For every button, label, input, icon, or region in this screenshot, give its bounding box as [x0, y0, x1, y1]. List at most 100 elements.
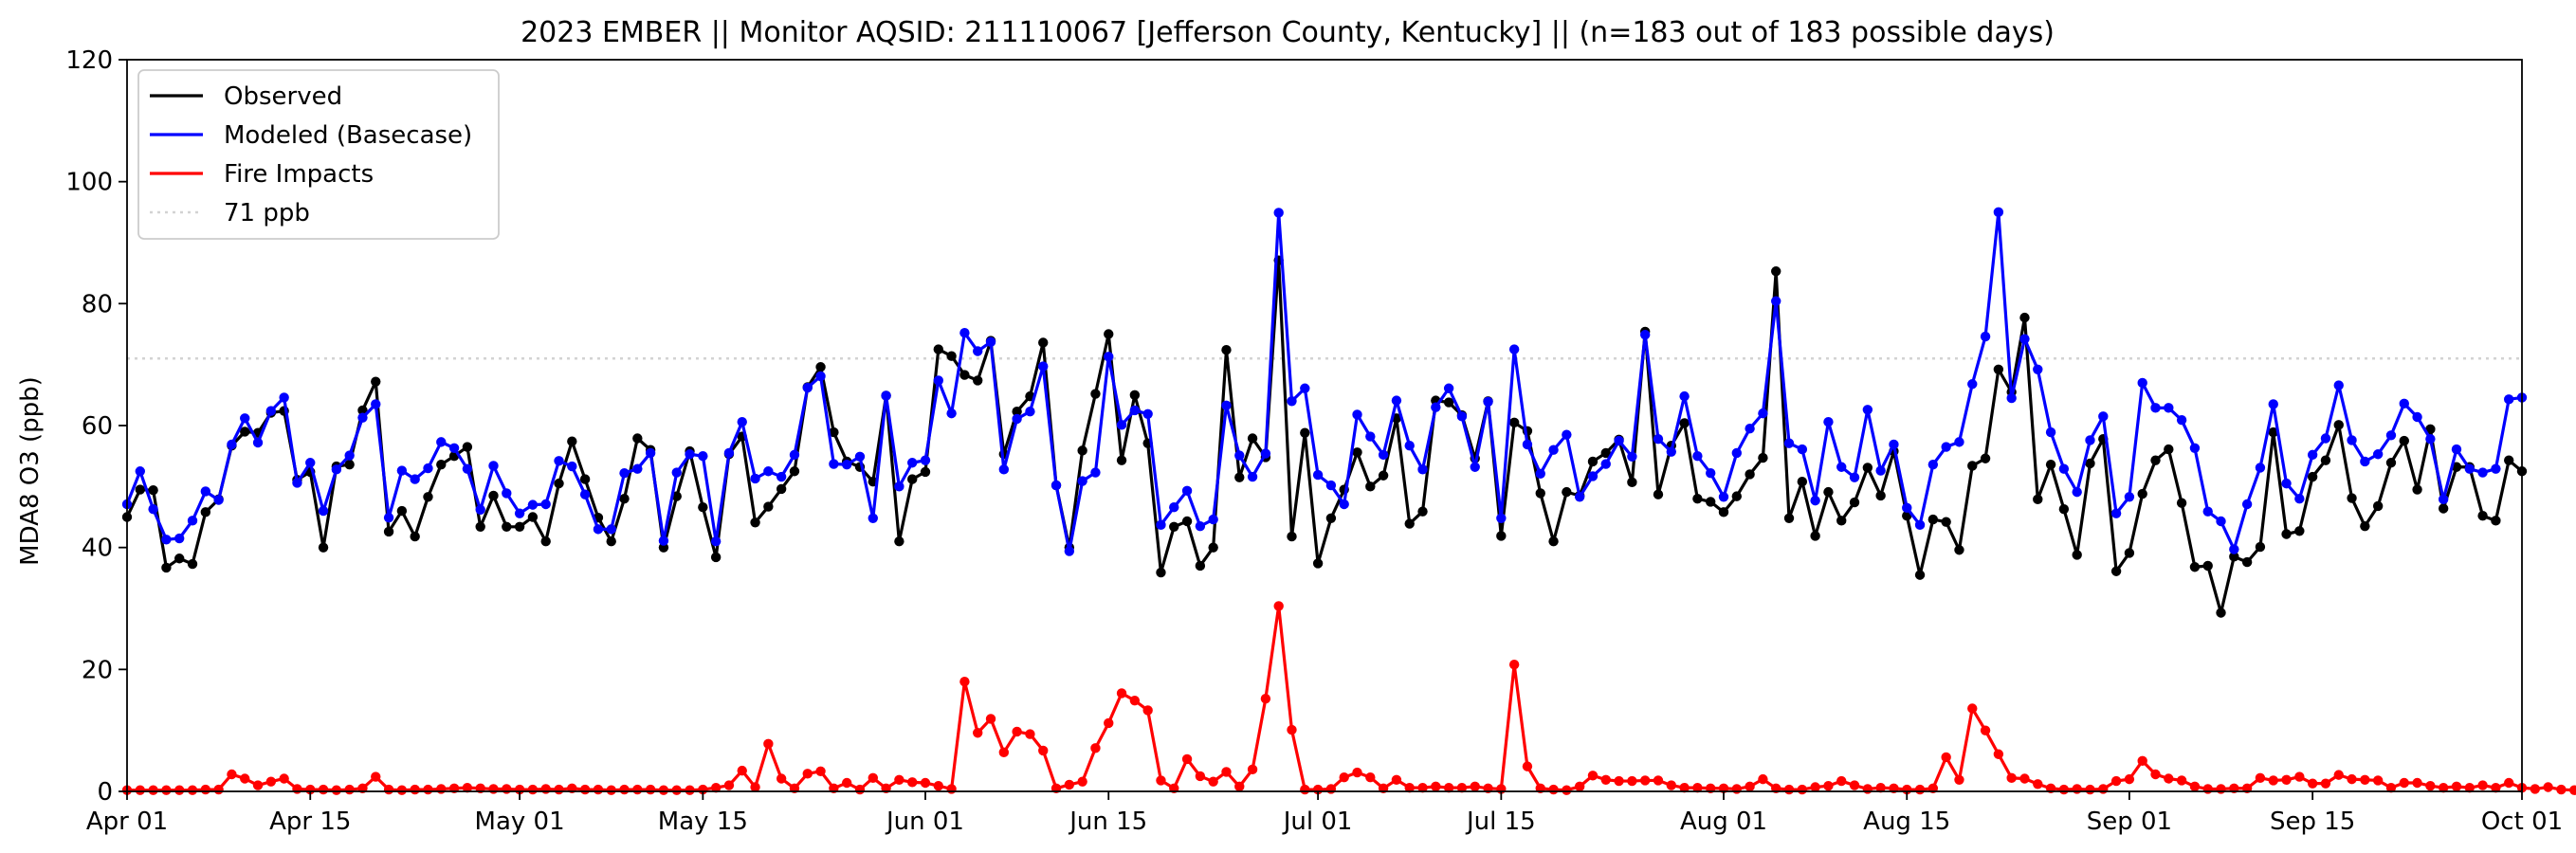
data-point-observed — [187, 558, 198, 570]
data-point-modeled-basecase — [1600, 459, 1611, 469]
data-point-fire-impacts — [2189, 781, 2201, 792]
data-point-fire-impacts — [502, 784, 512, 794]
data-point-fire-impacts — [1365, 772, 1376, 783]
data-point-modeled-basecase — [841, 459, 852, 470]
data-point-modeled-basecase — [1954, 437, 1964, 447]
data-point-observed — [2372, 500, 2384, 512]
data-point-modeled-basecase — [2268, 399, 2278, 409]
data-point-modeled-basecase — [1706, 467, 1716, 479]
data-point-observed — [815, 362, 826, 372]
data-point-observed — [2268, 426, 2278, 438]
data-point-observed — [2216, 608, 2226, 618]
data-point-fire-impacts — [1339, 772, 1349, 783]
data-point-observed — [1508, 417, 1520, 427]
data-point-modeled-basecase — [1339, 499, 1349, 510]
data-point-observed — [2045, 459, 2056, 470]
data-point-fire-impacts — [776, 773, 787, 784]
data-point-modeled-basecase — [1325, 480, 1337, 491]
x-tick-label: May 01 — [475, 808, 565, 836]
data-point-fire-impacts — [959, 677, 970, 687]
data-point-fire-impacts — [2058, 784, 2070, 795]
data-point-modeled-basecase — [1260, 448, 1271, 459]
data-point-modeled-basecase — [1104, 352, 1114, 362]
data-point-observed — [1548, 536, 1559, 547]
data-point-observed — [1378, 470, 1389, 481]
data-point-fire-impacts — [685, 785, 695, 795]
data-point-fire-impacts — [933, 781, 943, 791]
data-point-fire-impacts — [632, 784, 643, 795]
data-point-observed — [1077, 445, 1087, 456]
data-point-fire-impacts — [344, 784, 355, 795]
data-point-observed — [2307, 471, 2318, 482]
data-point-fire-impacts — [1562, 785, 1572, 795]
data-point-modeled-basecase — [1064, 546, 1075, 556]
data-point-modeled-basecase — [1090, 467, 1101, 478]
data-point-observed — [1104, 329, 1114, 339]
data-point-observed — [1783, 513, 1795, 523]
data-point-observed — [1771, 266, 1781, 277]
data-point-fire-impacts — [318, 784, 329, 795]
data-point-fire-impacts — [1954, 774, 1964, 785]
data-point-fire-impacts — [2202, 784, 2213, 794]
plot-area — [121, 207, 2576, 795]
data-point-fire-impacts — [2491, 782, 2501, 793]
data-point-fire-impacts — [750, 782, 760, 792]
data-point-modeled-basecase — [1993, 207, 2004, 218]
data-point-observed — [1980, 453, 1991, 463]
data-point-fire-impacts — [2307, 778, 2318, 789]
data-point-fire-impacts — [2281, 774, 2292, 785]
data-point-observed — [619, 494, 630, 504]
data-point-modeled-basecase — [1639, 329, 1651, 340]
data-point-modeled-basecase — [907, 458, 918, 468]
data-point-modeled-basecase — [1810, 495, 1820, 506]
data-point-modeled-basecase — [1365, 431, 1376, 442]
data-point-observed — [1823, 486, 1834, 498]
data-point-modeled-basecase — [2216, 516, 2226, 527]
data-point-fire-impacts — [174, 785, 185, 795]
data-point-modeled-basecase — [2098, 411, 2109, 422]
data-point-observed — [410, 531, 420, 542]
legend-box — [137, 69, 500, 240]
data-point-observed — [1758, 452, 1768, 463]
data-point-fire-impacts — [645, 784, 656, 795]
data-point-fire-impacts — [1325, 784, 1337, 794]
data-point-modeled-basecase — [448, 443, 460, 453]
data-point-observed — [1325, 513, 1337, 523]
data-point-modeled-basecase — [2451, 444, 2462, 455]
data-point-modeled-basecase — [1875, 465, 1886, 476]
data-point-observed — [527, 512, 539, 522]
data-point-fire-impacts — [920, 777, 931, 789]
data-point-fire-impacts — [1692, 782, 1703, 793]
data-point-observed — [383, 526, 394, 537]
data-point-modeled-basecase — [1300, 383, 1310, 393]
data-point-modeled-basecase — [1522, 439, 1533, 450]
data-point-fire-impacts — [946, 784, 957, 794]
data-point-observed — [174, 554, 185, 564]
data-point-modeled-basecase — [579, 489, 591, 499]
data-point-observed — [423, 492, 433, 502]
data-point-modeled-basecase — [1404, 441, 1415, 451]
data-point-fire-impacts — [1221, 767, 1232, 777]
data-point-modeled-basecase — [1129, 405, 1141, 416]
data-point-fire-impacts — [2399, 777, 2409, 789]
x-tick-label: Apr 15 — [269, 808, 351, 836]
data-point-fire-impacts — [1522, 761, 1533, 771]
data-point-observed — [698, 502, 708, 513]
data-point-modeled-basecase — [2412, 411, 2422, 423]
data-point-modeled-basecase — [1508, 344, 1520, 354]
data-point-fire-impacts — [2137, 755, 2147, 767]
data-point-modeled-basecase — [1836, 462, 1847, 472]
data-point-fire-impacts — [1980, 725, 1991, 735]
data-point-observed — [1496, 531, 1507, 541]
data-point-fire-impacts — [763, 738, 774, 750]
data-point-observed — [789, 466, 800, 477]
data-point-fire-impacts — [1090, 743, 1101, 753]
data-point-fire-impacts — [973, 728, 983, 738]
data-point-observed — [1404, 518, 1415, 529]
data-point-modeled-basecase — [2006, 392, 2017, 404]
data-point-fire-impacts — [1679, 782, 1690, 793]
data-point-observed — [1967, 461, 1978, 471]
data-point-modeled-basecase — [135, 466, 145, 477]
data-point-observed — [671, 491, 682, 501]
data-point-modeled-basecase — [933, 375, 943, 386]
